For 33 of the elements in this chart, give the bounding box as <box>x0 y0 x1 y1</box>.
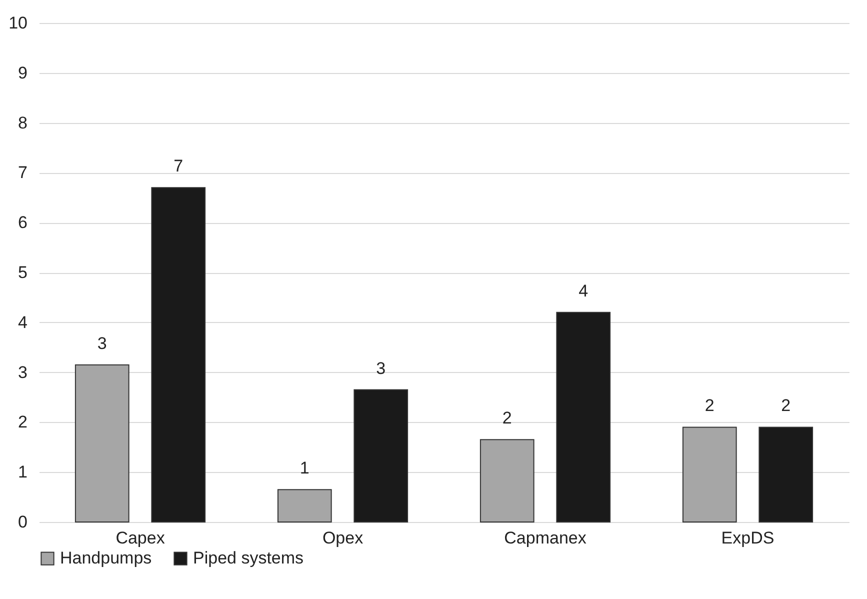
x-tick-label: Capmanex <box>504 528 587 548</box>
bar <box>151 187 206 522</box>
x-tick-label: Opex <box>322 528 364 548</box>
bar <box>354 389 408 522</box>
y-tick-label: 4 <box>18 312 28 332</box>
y-tick-label: 10 <box>8 14 28 32</box>
x-tick-label: ExpDS <box>721 528 774 548</box>
y-tick-label: 9 <box>18 63 28 82</box>
y-tick-label: 6 <box>18 213 28 232</box>
y-tick-label: 7 <box>18 163 28 182</box>
data-label: 2 <box>502 408 512 428</box>
legend-label: Piped systems <box>193 548 304 568</box>
y-tick-label: 1 <box>18 462 28 482</box>
data-label: 3 <box>97 334 107 353</box>
data-label: 4 <box>578 281 588 300</box>
y-tick-label: 3 <box>18 362 28 382</box>
legend-label: Handpumps <box>60 548 152 568</box>
bar <box>277 489 332 522</box>
y-tick-label: 2 <box>18 412 28 432</box>
bar <box>758 426 814 522</box>
data-label: 2 <box>704 396 714 416</box>
data-label: 1 <box>300 458 310 478</box>
bar <box>480 439 534 522</box>
bar <box>556 312 611 522</box>
x-tick-label: Capex <box>116 528 166 548</box>
bar <box>682 426 737 522</box>
bar <box>74 364 130 522</box>
data-label: 7 <box>174 156 184 176</box>
y-tick-label: 5 <box>18 263 28 282</box>
data-label: 2 <box>781 396 791 416</box>
y-tick-label: 0 <box>18 512 28 532</box>
data-label: 3 <box>376 358 386 378</box>
y-tick-label: 8 <box>18 113 28 132</box>
